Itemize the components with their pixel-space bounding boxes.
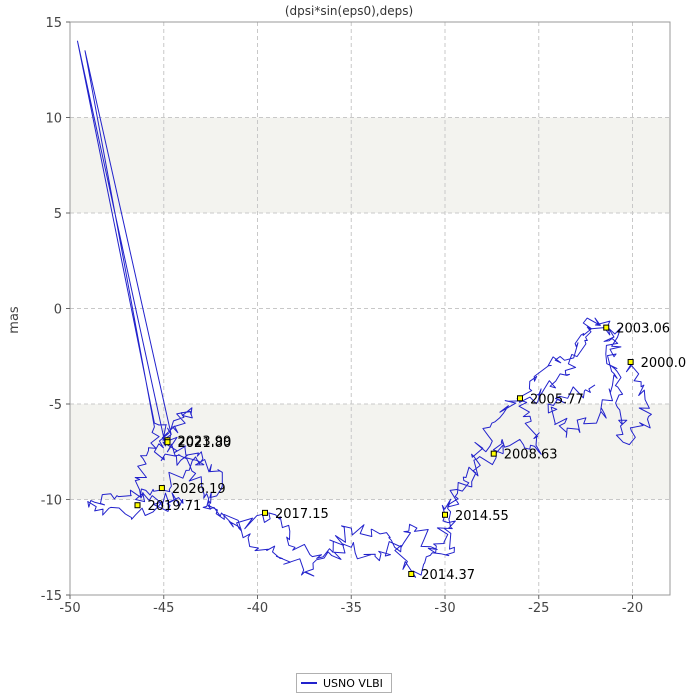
epoch-marker (262, 509, 268, 516)
epoch-marker (408, 570, 415, 577)
epoch-marker (134, 502, 141, 509)
epoch-label: 2021.80 (178, 436, 232, 451)
epoch-marker (164, 439, 171, 446)
epoch-label: 2005.77 (530, 392, 584, 407)
epoch-labels: 2003.06 2000.0 2005.77 2008.63 2014.55 2014.3… (134, 322, 687, 583)
y-axis-label: mas (7, 306, 22, 334)
legend: USNO VLBI (296, 673, 392, 693)
y-tick-label: 5 (54, 207, 62, 222)
x-axis: -50 -45 -40 -35 -30 -25 -20 (59, 595, 643, 616)
x-tick-label: -25 (528, 601, 549, 616)
legend-label: USNO VLBI (323, 676, 383, 690)
epoch-label: 2014.37 (421, 568, 475, 583)
x-tick-label: -20 (622, 601, 643, 616)
epoch-label: 2017.15 (275, 507, 329, 522)
epoch-marker (490, 450, 497, 457)
epoch-marker (603, 324, 610, 331)
chart-title: (dpsi*sin(eps0),deps) (285, 4, 413, 18)
x-tick-label: -35 (341, 601, 362, 616)
series-usno-vlbi (77, 40, 652, 578)
epoch-label: 2000.0 (641, 356, 687, 371)
shaded-band-0 (70, 117, 670, 213)
shaded-band-1 (70, 404, 670, 500)
shaded-bands (70, 117, 670, 500)
epoch-label: 2023.99 (178, 434, 232, 449)
x-tick-label: -40 (247, 601, 268, 616)
epoch-label: 2014.55 (455, 509, 509, 524)
epoch-marker (158, 485, 165, 492)
epoch-marker (517, 395, 523, 402)
x-tick-label: -45 (153, 601, 174, 616)
epoch-label: 2003.06 (616, 322, 670, 337)
y-tick-label: -10 (41, 494, 62, 509)
series-line (77, 40, 652, 578)
x-tick-label: -30 (434, 601, 455, 616)
y-tick-label: -5 (49, 398, 62, 413)
y-axis: -15 -10 -5 0 5 10 15 (41, 16, 70, 604)
y-tick-label: 15 (45, 16, 62, 31)
y-tick-label: 0 (54, 303, 62, 318)
epoch-marker (442, 511, 448, 518)
x-tick-label: -50 (59, 601, 80, 616)
epoch-marker (627, 358, 634, 365)
epoch-label: 2019.71 (148, 499, 202, 514)
epoch-label: 2008.63 (504, 448, 558, 463)
epoch-label: 2026.19 (172, 482, 226, 497)
y-tick-label: -15 (41, 589, 62, 604)
y-tick-label: 10 (45, 112, 62, 127)
legend-swatch (301, 682, 317, 684)
